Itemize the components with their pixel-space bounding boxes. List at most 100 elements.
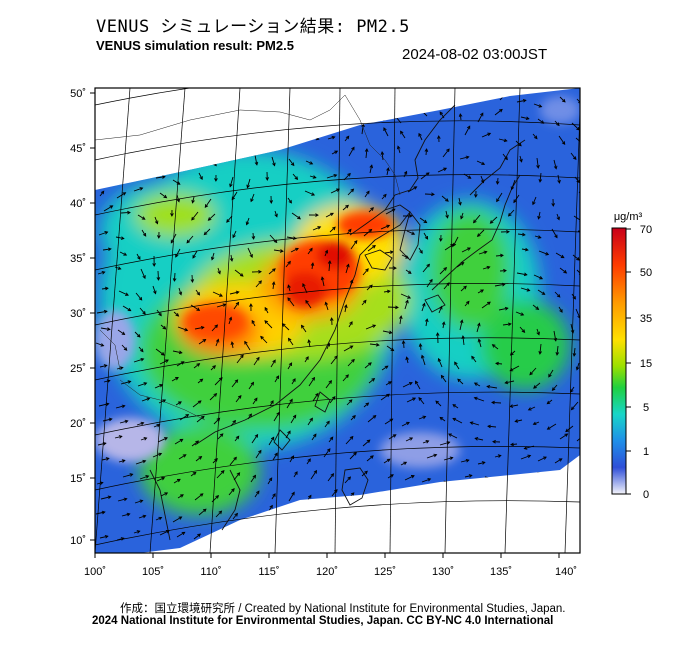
wind-arrow [365,324,376,330]
wind-arrow-head [533,135,538,140]
wind-arrow-head [302,283,306,287]
wind-arrow-head [186,239,191,244]
wind-arrow-head [536,164,540,169]
wind-arrow [490,216,498,224]
wind-arrow [346,399,353,406]
wind-arrow [511,179,516,190]
wind-arrow [383,127,389,137]
wind-arrow-head [380,151,385,155]
wind-arrow-head [172,278,177,282]
wind-arrow [177,494,184,499]
wind-arrow-head [557,179,561,184]
wind-arrow [454,361,460,370]
wind-arrow [141,397,150,402]
wind-arrow-head [274,213,278,218]
wind-arrow [406,230,415,235]
wind-arrow-head [345,204,350,209]
wind-arrow-head [142,459,147,464]
wind-arrow-head [329,436,334,441]
wind-arrow [160,492,168,497]
wind-arrow-head [503,268,507,273]
wind-arrow-head [136,530,141,534]
wind-arrow-head [139,348,144,353]
wind-arrow-head [559,309,563,313]
wind-arrow [139,475,149,480]
wind-arrow [307,418,313,426]
wind-arrow-head [395,305,399,310]
wind-arrow [100,496,111,500]
wind-arrow [211,324,218,332]
wind-arrow-head [352,415,356,419]
wind-arrow-head [408,381,413,386]
wind-arrow-head [555,352,560,356]
wind-arrow-head [274,452,278,457]
wind-arrow-head [584,230,587,233]
wind-arrow [347,359,355,367]
wind-arrow-head [452,242,457,247]
wind-arrow-head [477,322,481,327]
wind-arrow [404,300,409,310]
wind-arrow-head [118,435,123,439]
wind-arrow-head [175,313,180,317]
wind-arrow-head [349,435,354,440]
wind-arrow [247,413,252,420]
longitude-labels: 100˚ 105˚ 110˚ 115˚ 120˚ 125˚ 130˚ 135˚ … [84,566,577,578]
wind-arrow-head [122,192,127,196]
wind-arrow-head [556,216,560,221]
wind-arrow [471,356,477,363]
wind-arrow-head [309,247,313,252]
wind-arrow-head [371,378,376,382]
wind-arrow [330,188,340,194]
wind-arrow-head [520,312,525,316]
wind-arrow-head [101,270,106,275]
wind-arrow [287,297,295,307]
lon-label: 100˚ [84,566,106,578]
wind-arrow [474,397,485,402]
wind-arrow-head [346,263,350,268]
wind-arrow [272,452,278,461]
wind-arrow-head [258,449,262,454]
lon-label: 120˚ [316,566,338,578]
wind-arrow [285,430,291,439]
wind-arrow-head [538,104,543,108]
wind-arrow-head [399,315,403,320]
wind-arrow [287,197,292,204]
wind-arrow-head [443,167,448,171]
wind-arrow [536,328,540,335]
wind-arrow-head [215,495,220,499]
wind-arrow [547,399,553,405]
wind-arrow [384,251,393,254]
wind-arrow-head [492,439,496,444]
wind-arrow [555,252,565,258]
wind-arrow [102,248,111,251]
wind-arrow [325,302,329,311]
wind-arrow-head [575,366,580,371]
wind-arrow-head [431,192,435,197]
wind-arrow-head [281,323,286,327]
wind-arrow-head [163,194,168,199]
wind-arrow [178,454,187,460]
wind-arrow [232,513,238,520]
wind-arrow [496,177,499,185]
wind-arrow [98,231,108,236]
wind-arrow [415,380,421,390]
wind-arrow-head [424,148,429,152]
wind-arrow-head [317,226,322,230]
wind-arrow [386,168,389,176]
wind-arrow-head [433,453,438,458]
wind-arrow-head [145,475,150,479]
wind-arrow [477,461,485,465]
wind-arrow-head [491,344,496,348]
wind-arrow-head [439,111,444,116]
wind-arrow [571,293,576,300]
wind-arrow-head [572,295,576,300]
wind-arrow-head [481,161,486,166]
wind-arrow-head [300,324,305,329]
wind-arrow-head [538,351,542,355]
wind-arrow-head [412,397,417,401]
wind-arrow-head [545,252,550,256]
wind-arrow [387,474,394,479]
lat-label: 50˚ [70,88,86,100]
wind-arrow-head [473,194,478,198]
wind-arrow [510,443,518,446]
